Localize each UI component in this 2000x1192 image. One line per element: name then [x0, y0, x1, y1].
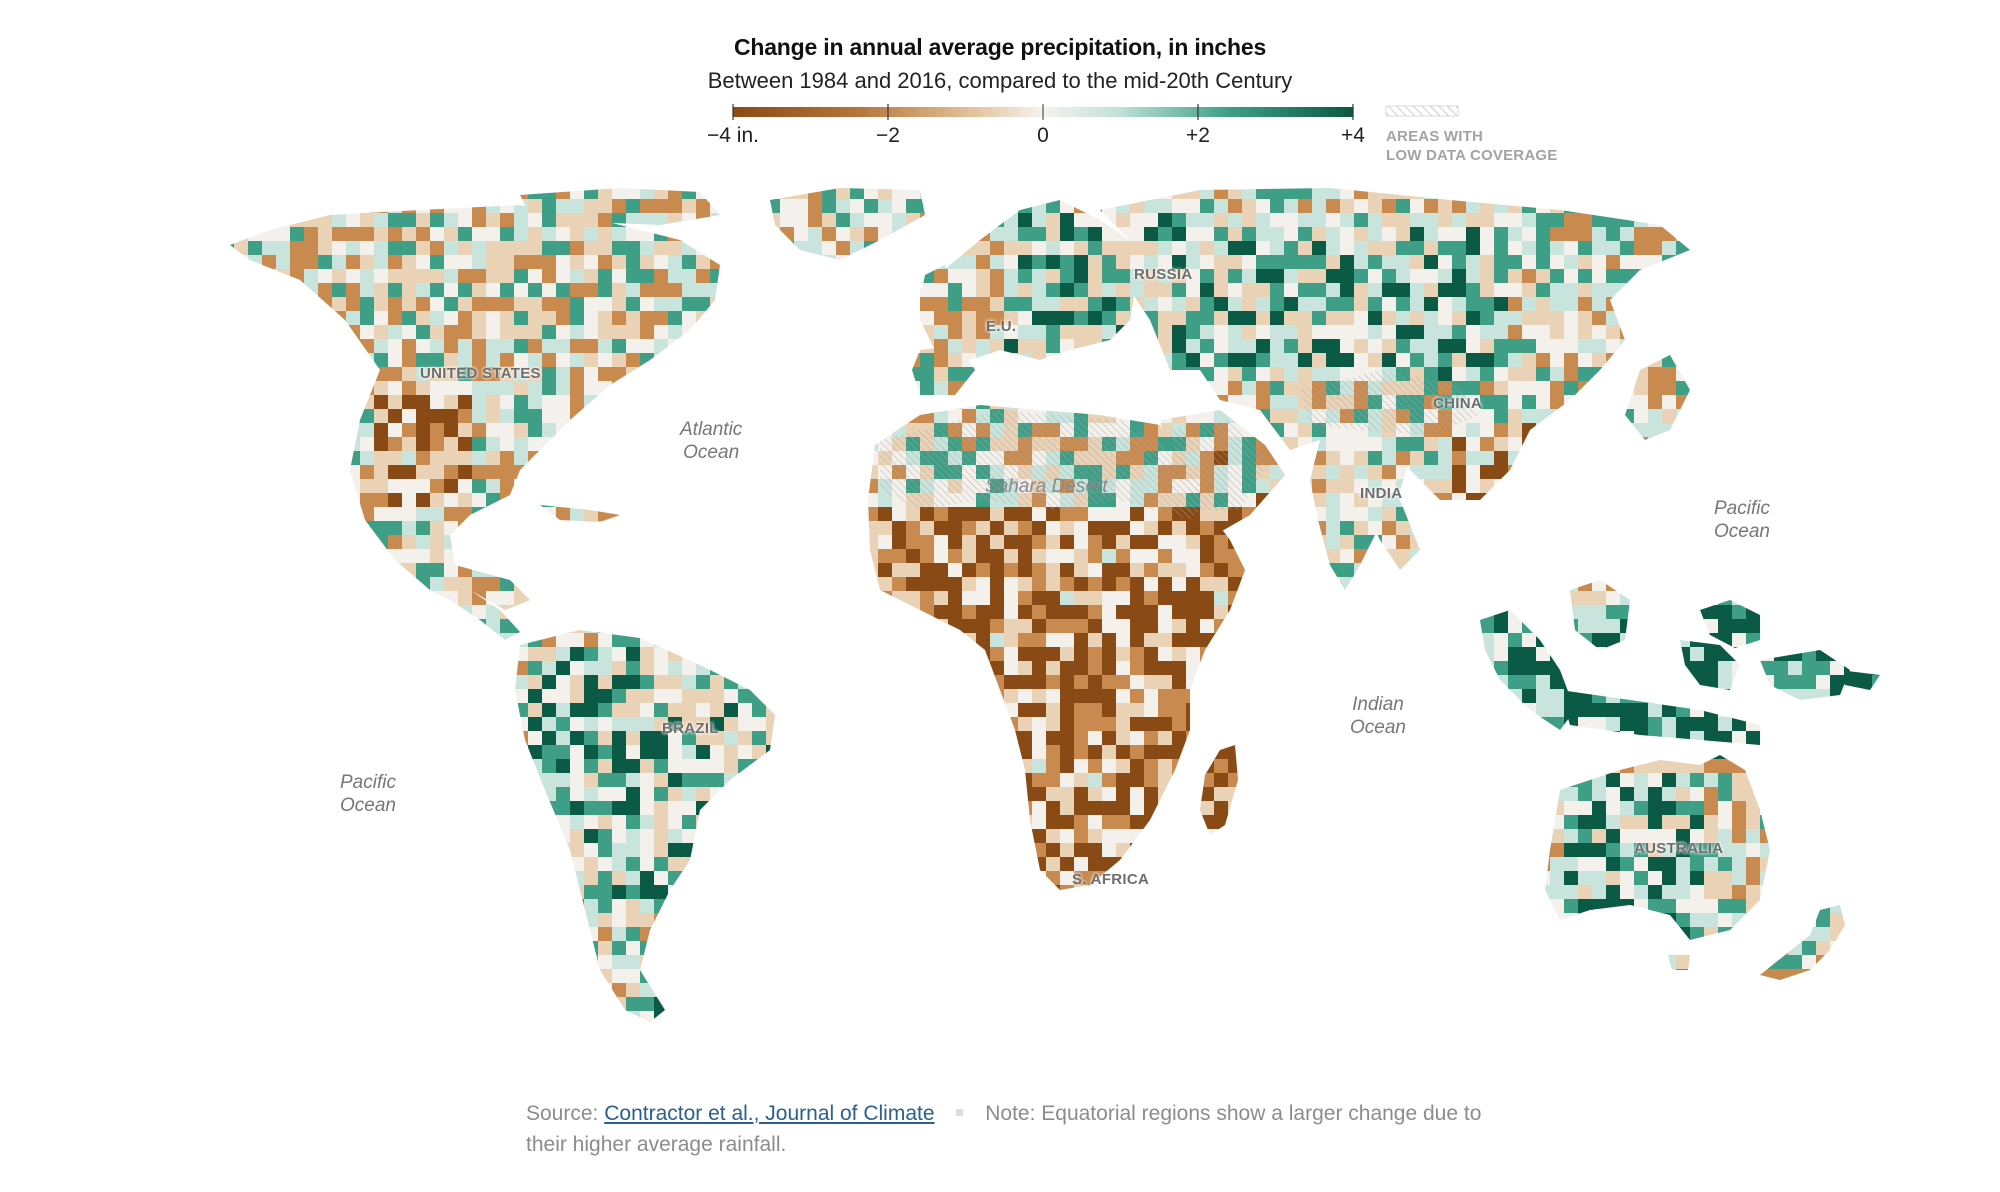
- ocean-name: Indian: [1352, 694, 1404, 715]
- note-text: Equatorial regions show a larger change …: [526, 1102, 1482, 1156]
- legend-tick-label-4: +4: [1341, 124, 1365, 147]
- legend-tick-label-2: 0: [1037, 124, 1049, 147]
- label-south-africa: S. AFRICA: [1072, 871, 1150, 888]
- label-united-states: UNITED STATES: [420, 365, 541, 382]
- separator-dot: [956, 1109, 964, 1117]
- label-eu: E.U.: [986, 318, 1017, 335]
- color-legend: −4 in. −2 0 +2 +4 AREAS WITH LOW DATA COVERA…: [0, 0, 2000, 170]
- ocean-word: Ocean: [683, 442, 740, 463]
- chart-title: Change in annual average precipitation, …: [733, 34, 1267, 60]
- label-pacific-ocean-west: Pacific Ocean: [340, 771, 396, 817]
- source-label: Source:: [526, 1102, 599, 1125]
- chart-subtitle: Between 1984 and 2016, compared to the m…: [707, 68, 1293, 93]
- ocean-word: Ocean: [1714, 521, 1770, 542]
- label-india: INDIA: [1360, 485, 1403, 502]
- label-russia: RUSSIA: [1134, 266, 1193, 283]
- source-link[interactable]: Contractor et al., Journal of Climate: [604, 1102, 935, 1125]
- source-note: Source: Contractor et al., Journal of Cl…: [526, 1098, 1526, 1160]
- ocean-word: Ocean: [1350, 717, 1406, 738]
- note-label: Note:: [985, 1102, 1036, 1125]
- legend-tick-label-3: +2: [1186, 124, 1210, 147]
- ocean-name: Pacific: [340, 772, 396, 793]
- chart-header: Change in annual average precipitation, …: [0, 34, 2000, 94]
- legend-graphic: [732, 104, 1459, 120]
- label-sahara-desert: Sahara Desert: [985, 476, 1108, 497]
- label-atlantic-ocean: Atlantic Ocean: [680, 418, 742, 464]
- label-indian-ocean: Indian Ocean: [1350, 693, 1406, 739]
- legend-tick-label-0: −4 in.: [707, 124, 759, 147]
- low-coverage-line-1: AREAS WITH: [1386, 128, 1483, 145]
- label-brazil: BRAZIL: [662, 720, 719, 737]
- legend-tick-label-1: −2: [876, 124, 900, 147]
- world-precipitation-map: [230, 188, 1880, 1022]
- label-pacific-ocean-east: Pacific Ocean: [1714, 497, 1770, 543]
- ocean-name: Pacific: [1714, 498, 1770, 519]
- low-coverage-line-2: LOW DATA COVERAGE: [1386, 147, 1558, 164]
- label-china: CHINA: [1433, 395, 1482, 412]
- low-coverage-swatch: [1385, 105, 1459, 117]
- label-australia: AUSTRALIA: [1634, 840, 1724, 857]
- ocean-word: Ocean: [340, 795, 396, 816]
- low-coverage-label: AREAS WITH LOW DATA COVERAGE: [1386, 127, 1557, 165]
- ocean-name: Atlantic: [680, 419, 743, 440]
- precipitation-cells: [230, 188, 1880, 1022]
